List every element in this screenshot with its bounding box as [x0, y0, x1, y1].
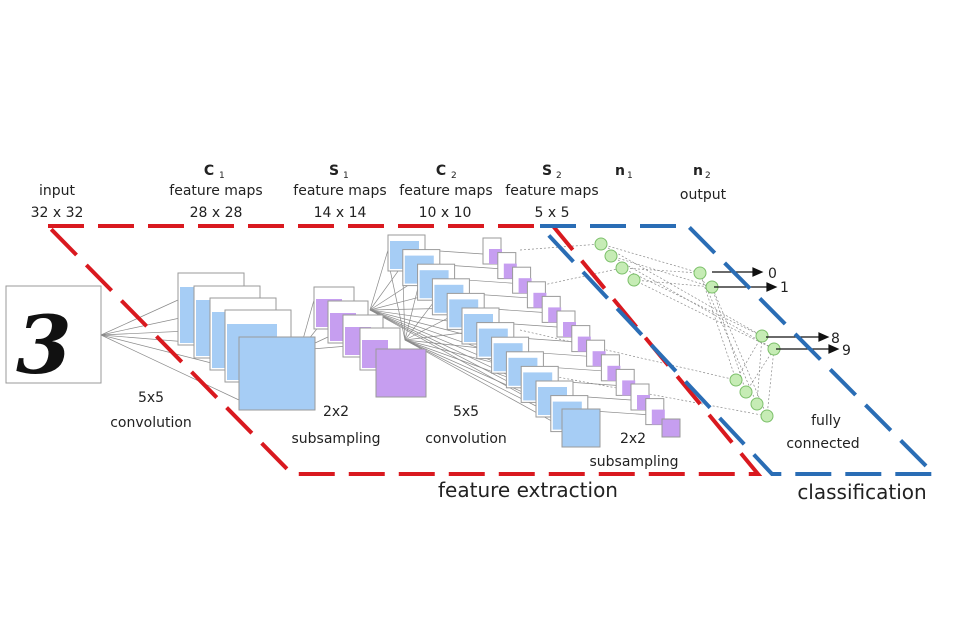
feature-extraction-border	[43, 224, 763, 476]
c2-map-13	[561, 408, 601, 448]
conv1-kernel-label: 5x5	[138, 390, 164, 406]
conn-s2-n1-2	[519, 329, 737, 381]
conn-n1-n2-2-2	[621, 267, 763, 337]
conn-s1-c2-a-1	[369, 264, 404, 311]
classification-label: classification	[797, 480, 926, 504]
s1-map-5	[375, 348, 427, 398]
c1-title: C	[204, 163, 214, 179]
sub1-kernel-label: 2x2	[323, 404, 349, 420]
c1-subscript: 1	[219, 171, 225, 181]
conn-s1-c2-b-8	[404, 339, 507, 378]
c1-feature-maps	[177, 272, 316, 411]
s2-map-13	[661, 418, 681, 438]
conn-n1-n2-2-0	[621, 267, 701, 274]
conn-n1-n2-4-2	[735, 335, 763, 381]
conn-s1-c2-b-2	[404, 289, 418, 341]
s1-size-label: 14 x 14	[314, 205, 367, 221]
s2-size-label: 5 x 5	[535, 205, 570, 221]
conv1-op-label: convolution	[110, 415, 192, 431]
conn-n1-n2-5-3	[745, 348, 775, 393]
c1-map-5	[238, 336, 316, 411]
sub1-op-label: subsampling	[292, 431, 381, 447]
arrowhead-icon	[828, 344, 840, 354]
s2-caption: feature maps	[505, 183, 598, 199]
input-digit: 3	[16, 298, 72, 392]
conv2-kernel-label: 5x5	[453, 404, 479, 420]
c2-subscript: 2	[451, 171, 457, 181]
input-size-label: 32 x 32	[31, 205, 84, 221]
classification-border	[535, 224, 939, 476]
n1-neurons	[594, 237, 774, 423]
sub2-op-label: subsampling	[590, 454, 679, 470]
input-image: 3	[5, 285, 102, 392]
output-label-1: 1	[780, 280, 789, 296]
n1-neuron-2	[604, 249, 618, 263]
n1-title: n	[615, 163, 625, 179]
n1-neuron-6	[739, 385, 753, 399]
input-label: input	[39, 183, 76, 199]
n1-neuron-5	[729, 373, 743, 387]
conn-s1-c2-b-11	[404, 339, 551, 421]
conn-s1-c2-b-10	[404, 339, 537, 407]
s1-caption: feature maps	[293, 183, 386, 199]
s2-title: S	[542, 163, 552, 179]
c2-size-label: 10 x 10	[419, 205, 472, 221]
conn-s1-c2-b-3	[404, 303, 433, 341]
s1-feature-maps	[313, 286, 427, 398]
n1-neuron-4	[627, 273, 641, 287]
conn-input-c1-5	[100, 334, 240, 401]
conn-s1-c2-a-7	[369, 309, 492, 353]
s1-title: S	[329, 163, 339, 179]
conn-n1-n2-7-3	[766, 348, 775, 417]
conn-s1-c2-a-0	[369, 249, 389, 311]
n2-caption: output	[680, 187, 727, 203]
n2-title: n	[693, 163, 703, 179]
output-label-0: 0	[768, 266, 777, 282]
conn-n1-n2-4-0	[699, 272, 737, 381]
n1-neuron-1	[594, 237, 608, 251]
n2-neuron-3	[755, 329, 769, 343]
conv2-op-label: convolution	[425, 431, 507, 447]
conn-s1-c2-a-6	[369, 309, 477, 338]
conn-n1-n2-1-1	[610, 255, 713, 288]
s2-feature-maps	[482, 237, 681, 438]
conn-n1-n2-3-3	[633, 279, 775, 350]
n1-neuron-3	[615, 261, 629, 275]
c2-caption: feature maps	[399, 183, 492, 199]
conn-n1-n2-1-3	[610, 255, 775, 350]
sub2-kernel-label: 2x2	[620, 431, 646, 447]
c1-caption: feature maps	[169, 183, 262, 199]
n2-subscript: 2	[705, 171, 711, 181]
output-label-9: 9	[842, 343, 851, 359]
conn-n1-n2-0-2	[600, 243, 763, 337]
fc-label-1: fully	[811, 413, 841, 429]
feature-extraction-label: feature extraction	[438, 478, 618, 502]
conn-n1-n2-0-0	[600, 243, 701, 274]
s2-subscript: 2	[556, 171, 562, 181]
n1-neuron-7	[750, 397, 764, 411]
conn-s1-c2-a-5	[369, 309, 463, 324]
n2-neuron-1	[693, 266, 707, 280]
s1-subscript: 1	[343, 171, 349, 181]
arrowhead-icon	[766, 282, 778, 292]
n1-neuron-8	[760, 409, 774, 423]
c2-title: C	[436, 163, 446, 179]
output-label-8: 8	[831, 331, 840, 347]
n1-subscript: 1	[627, 171, 633, 181]
conn-n1-n2-3-1	[633, 279, 713, 288]
c2-feature-maps	[387, 234, 601, 448]
c1-size-label: 28 x 28	[190, 205, 243, 221]
fc-label-2: connected	[786, 436, 859, 452]
conn-n1-n2-6-2	[756, 335, 763, 405]
conn-n1-n2-7-1	[711, 286, 768, 417]
arrowhead-icon	[752, 267, 764, 277]
conn-s1-c2-a-11	[369, 309, 551, 411]
arrowhead-icon	[818, 332, 830, 342]
